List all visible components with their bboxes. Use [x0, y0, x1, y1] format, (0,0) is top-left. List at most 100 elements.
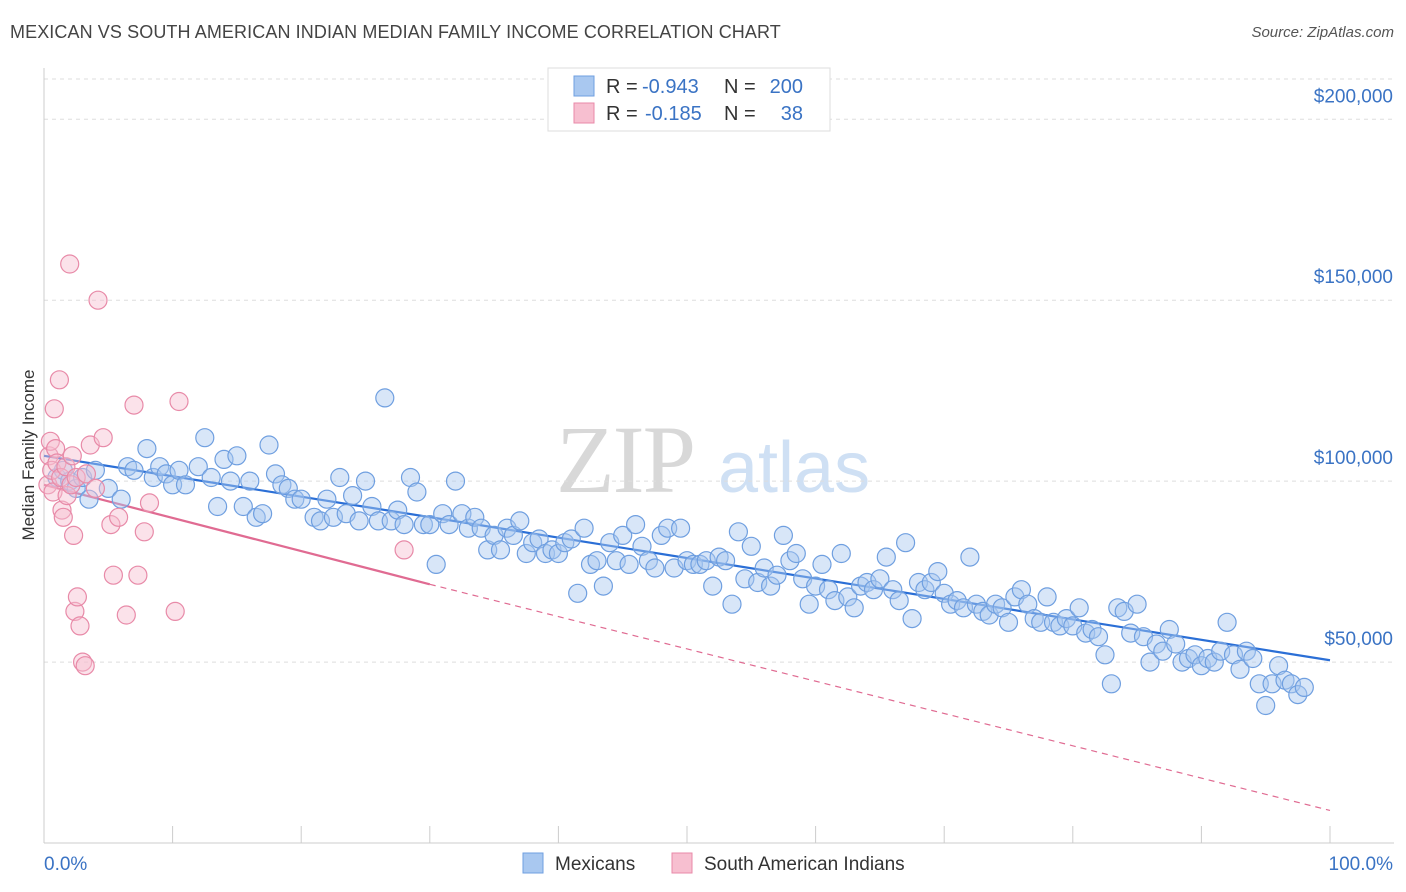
- point-mexicans: [201, 467, 221, 488]
- point-mexicans: [355, 471, 376, 491]
- point-south-american-indians: [52, 500, 72, 520]
- point-mexicans: [895, 533, 916, 553]
- point-mexicans: [439, 514, 459, 535]
- series-legend: Mexicans South American Indians: [522, 852, 905, 875]
- point-south-american-indians: [108, 507, 129, 527]
- point-mexicans: [1294, 677, 1314, 698]
- point-mexicans: [1076, 623, 1096, 643]
- point-mexicans: [773, 525, 794, 546]
- point-mexicans: [246, 507, 266, 527]
- stats-n-value-1: 200: [770, 76, 803, 98]
- point-mexicans: [233, 496, 253, 517]
- source-credit: Source: ZipAtlas.com: [1251, 24, 1394, 41]
- point-south-american-indians: [134, 522, 154, 542]
- point-mexicans: [208, 496, 228, 517]
- legend-swatch-mexicans: [522, 852, 544, 874]
- stats-r-value-2: -0.185: [645, 103, 702, 125]
- point-mexicans: [915, 580, 935, 600]
- point-mexicans: [1108, 598, 1128, 618]
- point-mexicans: [1095, 645, 1115, 665]
- point-south-american-indians: [103, 565, 124, 585]
- point-south-american-indians: [139, 493, 160, 513]
- stats-legend-swatch-mexicans: [573, 75, 595, 97]
- point-mexicans: [799, 594, 819, 614]
- point-mexicans: [1082, 619, 1102, 640]
- point-mexicans: [876, 547, 896, 567]
- point-mexicans: [889, 590, 909, 611]
- point-mexicans: [690, 554, 710, 575]
- point-mexicans: [613, 525, 633, 546]
- point-mexicans: [638, 551, 659, 571]
- stats-r-label-2: R =: [606, 103, 638, 125]
- point-mexicans: [818, 580, 839, 600]
- point-mexicans: [420, 514, 440, 535]
- point-mexicans: [117, 457, 138, 477]
- y-axis-label: Median Family Income: [19, 369, 38, 540]
- point-mexicans: [812, 554, 832, 575]
- point-mexicans: [947, 590, 967, 611]
- stats-n-label-1: N =: [724, 76, 756, 98]
- point-mexicans: [124, 460, 144, 480]
- point-mexicans: [1236, 641, 1257, 661]
- point-south-american-indians: [67, 587, 88, 607]
- point-mexicans: [593, 576, 614, 596]
- point-mexicans: [1166, 634, 1186, 654]
- point-mexicans: [349, 511, 369, 531]
- x-tick-label-max: 100.0%: [1329, 854, 1394, 875]
- point-mexicans: [619, 554, 639, 575]
- point-south-american-indians: [124, 395, 144, 415]
- point-mexicans: [175, 475, 196, 495]
- point-mexicans: [1288, 684, 1308, 705]
- point-south-american-indians: [76, 464, 97, 484]
- point-mexicans: [568, 583, 588, 603]
- point-south-american-indians: [116, 605, 136, 625]
- y-tick-label: $50,000: [1324, 629, 1393, 650]
- point-mexicans: [1121, 623, 1141, 643]
- y-tick-label: $150,000: [1314, 267, 1393, 288]
- point-south-american-indians: [65, 601, 85, 622]
- point-mexicans: [696, 551, 716, 571]
- point-south-american-indians: [45, 439, 66, 459]
- point-mexicans: [966, 594, 987, 614]
- stats-r-label-1: R =: [606, 76, 638, 98]
- point-mexicans: [670, 518, 691, 538]
- point-mexicans: [1018, 594, 1038, 614]
- point-mexicans: [1069, 598, 1089, 618]
- point-mexicans: [625, 514, 646, 535]
- point-mexicans: [375, 388, 395, 408]
- point-mexicans: [407, 482, 427, 502]
- point-mexicans: [1127, 594, 1147, 614]
- point-mexicans: [330, 467, 350, 488]
- point-mexicans: [645, 558, 665, 578]
- point-mexicans: [1037, 587, 1057, 607]
- points-layer: [38, 254, 1314, 716]
- point-south-american-indians: [70, 616, 90, 636]
- point-mexicans: [728, 522, 749, 542]
- point-mexicans: [150, 457, 170, 477]
- stats-r-value-1: -0.943: [642, 76, 699, 98]
- point-mexicans: [426, 554, 446, 575]
- point-mexicans: [1243, 648, 1263, 669]
- point-mexicans: [516, 543, 536, 564]
- trend-line-south-american-indians: [43, 483, 431, 586]
- point-mexicans: [265, 464, 286, 484]
- point-mexicans: [304, 507, 324, 527]
- x-tick-label-min: 0.0%: [44, 854, 87, 875]
- point-mexicans: [838, 587, 858, 607]
- y-tick-label: $200,000: [1314, 86, 1393, 107]
- point-mexicans: [188, 457, 208, 477]
- point-south-american-indians: [60, 254, 80, 274]
- stats-legend-swatch-south-american-indians: [573, 102, 595, 124]
- trend-line-extension-south-american-indians: [429, 583, 1331, 812]
- point-mexicans: [1146, 634, 1167, 654]
- point-south-american-indians: [101, 514, 121, 535]
- point-mexicans: [786, 543, 806, 564]
- grid-layer: [44, 78, 1394, 663]
- point-mexicans: [394, 514, 414, 535]
- point-mexicans: [317, 489, 337, 509]
- point-south-american-indians: [128, 565, 148, 585]
- point-south-american-indians: [51, 467, 71, 488]
- point-south-american-indians: [66, 467, 86, 488]
- point-mexicans: [883, 580, 903, 600]
